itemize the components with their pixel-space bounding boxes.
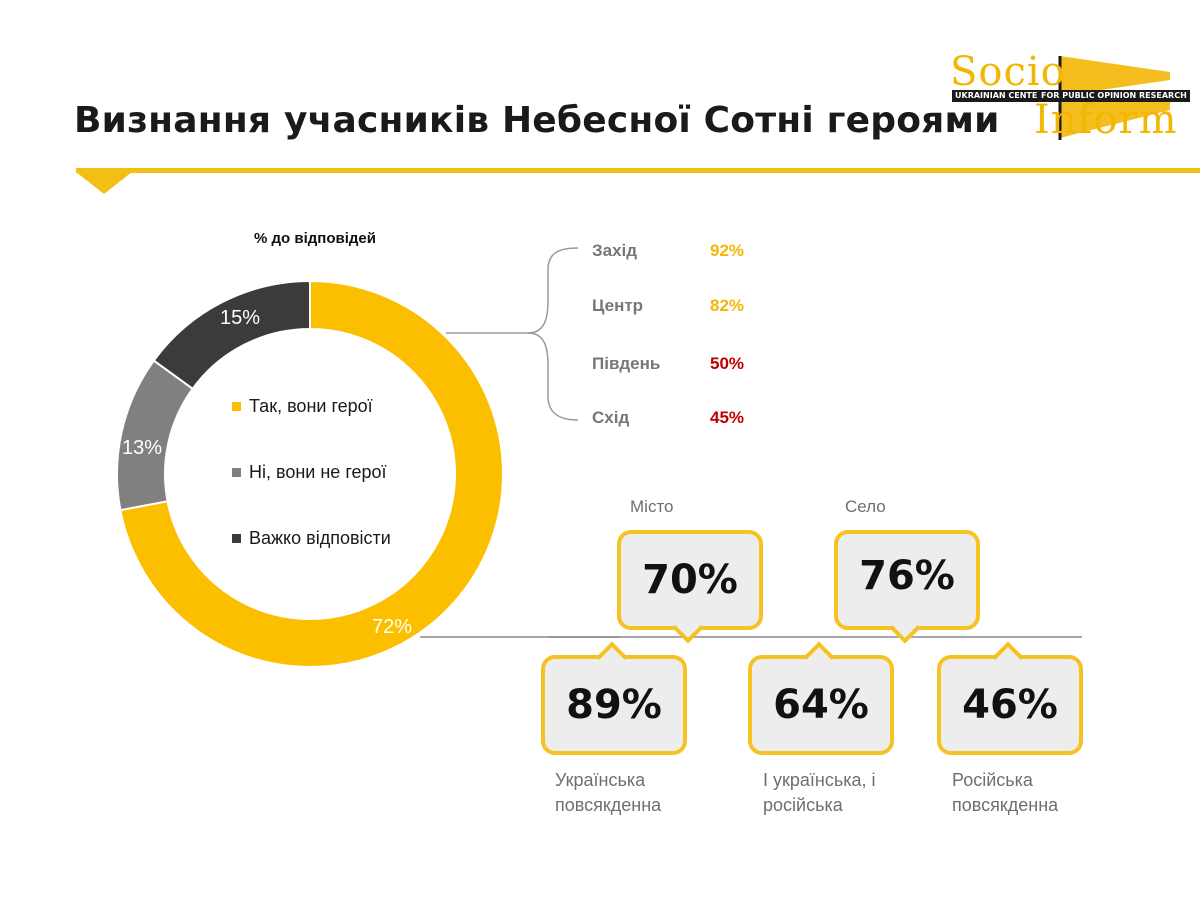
- donut-slice-hard: [152, 279, 311, 391]
- settlement-bubble-city: 70%: [617, 530, 763, 644]
- language-label-both: І українська, і російська: [763, 770, 876, 815]
- region-value-east: 45%: [710, 408, 745, 427]
- page-title: Визнання учасників Небесної Сотні героям…: [74, 100, 1000, 141]
- legend-swatch-yes: [232, 402, 241, 411]
- title-underline-notch: [76, 172, 132, 194]
- language-bubble-both: 64%: [748, 641, 894, 755]
- legend-item-no: Ні, вони не герої: [232, 462, 387, 483]
- slice-label-yes: 72%: [372, 616, 413, 638]
- settlement-label-village: Село: [845, 497, 886, 516]
- region-label-east: Схід: [592, 408, 630, 427]
- region-value-west: 92%: [710, 241, 745, 260]
- legend-swatch-no: [232, 468, 241, 477]
- title-underline: [76, 168, 1200, 173]
- language-value-russian: 46%: [962, 682, 1058, 728]
- socioinform-logo: Socio Inform UKRAINIAN CENTER FOR PUBLIC…: [948, 49, 1190, 144]
- legend-item-hard: Важко відповісти: [232, 528, 391, 549]
- region-label-center: Центр: [592, 296, 644, 315]
- legend-label-no: Ні, вони не герої: [249, 462, 387, 482]
- language-label-russian: Російська повсякденна: [952, 770, 1059, 815]
- slice-label-hard: 15%: [220, 307, 261, 329]
- region-label-south: Південь: [592, 354, 661, 373]
- language-bubble-russian: 46%: [937, 641, 1083, 755]
- logo-word-socio: Socio: [950, 49, 1066, 95]
- donut-slice-yes: [119, 279, 504, 668]
- legend-item-yes: Так, вони герої: [232, 396, 373, 417]
- language-value-both: 64%: [773, 682, 869, 728]
- logo-band-right: FOR PUBLIC OPINION RESEARCH: [1038, 90, 1190, 102]
- settlement-value-village: 76%: [859, 553, 955, 599]
- legend-label-yes: Так, вони герої: [249, 396, 373, 416]
- logo-word-inform: Inform: [1034, 97, 1178, 143]
- logo-band-left: UKRAINIAN CENTER: [952, 90, 1047, 102]
- language-label-ukrainian: Українська повсякденна: [555, 770, 662, 815]
- settlement-value-city: 70%: [642, 557, 738, 603]
- region-label-west: Захід: [592, 241, 638, 260]
- language-value-ukrainian: 89%: [566, 682, 662, 728]
- settlement-bubble-village: 76%: [834, 530, 980, 644]
- donut-slice-no: [116, 359, 195, 512]
- chart-subtitle: % до відповідей: [254, 230, 376, 247]
- legend-label-hard: Важко відповісти: [249, 528, 391, 548]
- region-value-south: 50%: [710, 354, 745, 373]
- language-bubble-ukrainian: 89%: [541, 641, 687, 755]
- region-value-center: 82%: [710, 296, 745, 315]
- legend-swatch-hard: [232, 534, 241, 543]
- slice-label-no: 13%: [122, 437, 163, 459]
- settlement-label-city: Місто: [630, 497, 674, 516]
